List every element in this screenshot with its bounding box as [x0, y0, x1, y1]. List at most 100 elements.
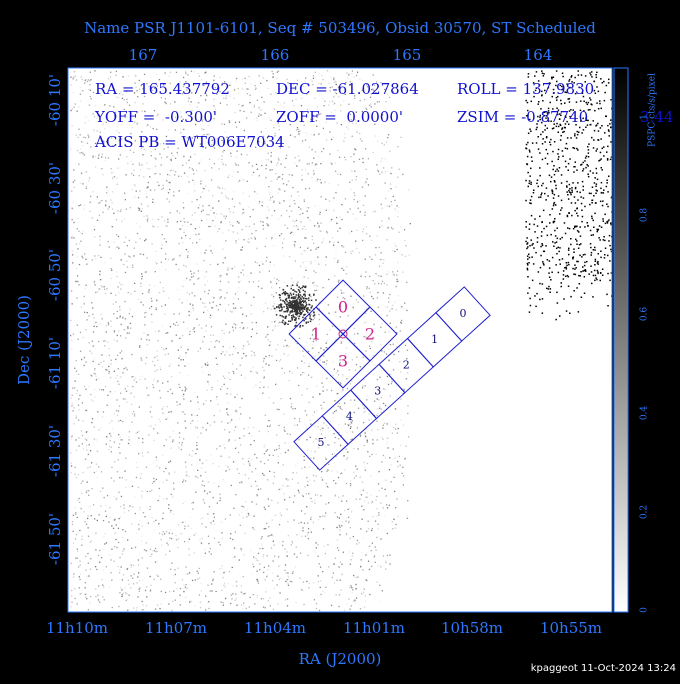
noise-dot: [197, 270, 199, 272]
noise-dot: [264, 444, 266, 446]
noise-dot: [361, 593, 363, 595]
noise-dot: [344, 298, 346, 300]
noise-dot: [310, 313, 312, 316]
noise-dot: [258, 280, 260, 282]
noise-dot: [330, 389, 333, 392]
edge-dot: [560, 285, 562, 288]
noise-dot: [127, 89, 129, 92]
noise-dot: [388, 297, 390, 299]
noise-dot: [396, 498, 398, 500]
edge-dot: [565, 91, 568, 94]
noise-dot: [394, 490, 396, 493]
noise-dot: [184, 586, 186, 588]
noise-dot: [318, 133, 320, 135]
source-dot: [304, 297, 307, 300]
noise-dot: [200, 475, 202, 477]
noise-dot: [153, 481, 155, 483]
source-dot: [302, 285, 304, 287]
noise-dot: [359, 434, 362, 436]
noise-dot: [314, 164, 317, 166]
noise-dot: [272, 482, 274, 484]
noise-dot: [234, 327, 237, 329]
noise-dot: [163, 148, 165, 150]
noise-dot: [84, 137, 87, 139]
noise-dot: [241, 481, 243, 484]
noise-dot: [335, 80, 337, 83]
edge-dot: [606, 158, 609, 160]
noise-dot: [310, 531, 312, 533]
noise-dot: [372, 439, 374, 441]
noise-dot: [133, 564, 135, 566]
noise-dot: [256, 332, 258, 335]
noise-dot: [384, 182, 386, 184]
noise-dot: [308, 466, 310, 468]
noise-dot: [238, 181, 240, 183]
noise-dot: [302, 261, 304, 264]
noise-dot: [74, 538, 77, 540]
noise-dot: [213, 297, 215, 299]
edge-dot: [539, 215, 541, 218]
noise-dot: [125, 390, 128, 392]
noise-dot: [127, 385, 129, 387]
noise-dot: [348, 369, 350, 371]
noise-dot: [297, 226, 299, 228]
edge-dot: [543, 73, 545, 75]
noise-dot: [352, 303, 355, 305]
noise-dot: [91, 487, 93, 490]
noise-dot: [352, 535, 354, 538]
noise-dot: [156, 85, 159, 87]
noise-dot: [237, 298, 240, 300]
noise-dot: [371, 340, 373, 343]
edge-dot: [540, 194, 542, 196]
noise-dot: [301, 589, 303, 591]
noise-dot: [354, 333, 356, 335]
noise-dot: [200, 518, 202, 520]
noise-dot: [159, 153, 161, 155]
plot-area: [68, 68, 612, 612]
source-dot: [289, 312, 291, 314]
noise-dot: [158, 292, 161, 294]
noise-dot: [288, 174, 290, 176]
noise-dot: [248, 432, 250, 434]
noise-dot: [105, 156, 107, 159]
noise-dot: [270, 197, 272, 199]
noise-dot: [322, 571, 324, 573]
noise-dot: [392, 273, 394, 275]
noise-dot: [90, 515, 92, 517]
edge-dot: [536, 225, 539, 227]
noise-dot: [330, 604, 333, 607]
noise-dot: [321, 427, 323, 429]
noise-dot: [71, 405, 73, 407]
noise-dot: [132, 385, 134, 388]
noise-dot: [235, 324, 237, 326]
noise-dot: [173, 313, 175, 315]
edge-dot: [601, 268, 604, 270]
noise-dot: [204, 170, 206, 172]
noise-dot: [208, 601, 210, 603]
noise-dot: [201, 128, 203, 130]
noise-dot: [234, 447, 237, 450]
noise-dot: [274, 325, 276, 327]
noise-dot: [221, 155, 223, 157]
noise-dot: [127, 327, 129, 329]
noise-dot: [395, 423, 397, 425]
noise-dot: [249, 464, 251, 467]
source-dot: [296, 313, 298, 315]
noise-dot: [156, 350, 158, 352]
edge-dot: [561, 150, 564, 152]
noise-dot: [374, 337, 376, 339]
noise-dot: [314, 499, 316, 501]
noise-dot: [82, 257, 84, 259]
noise-dot: [104, 204, 107, 206]
noise-dot: [176, 404, 179, 406]
noise-dot: [135, 381, 138, 383]
edge-dot: [558, 167, 561, 169]
noise-dot: [287, 82, 289, 84]
noise-dot: [100, 95, 102, 97]
noise-dot: [89, 89, 92, 91]
noise-dot: [138, 437, 140, 439]
noise-dot: [363, 336, 365, 338]
edge-dot: [581, 256, 583, 258]
noise-dot: [339, 227, 341, 229]
source-dot: [299, 324, 302, 327]
